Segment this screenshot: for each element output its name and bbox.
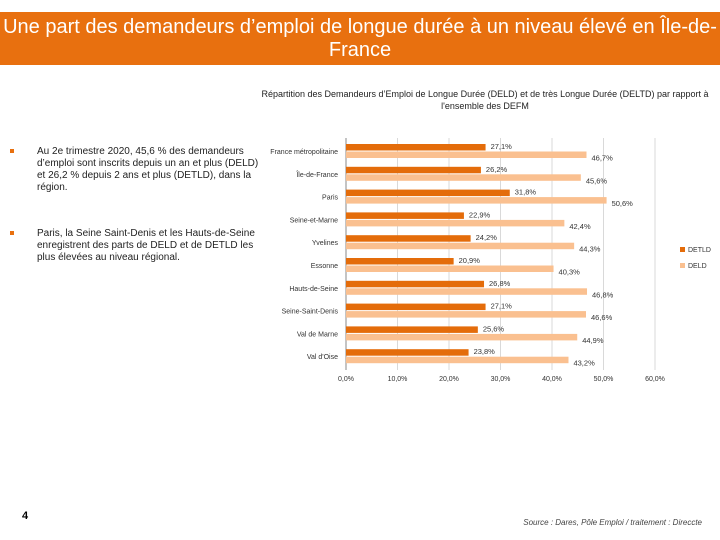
data-label: 46,8%	[592, 290, 614, 299]
bar-detld	[346, 258, 454, 265]
x-tick-label: 20,0%	[439, 376, 459, 383]
slide-title: Une part des demandeurs d’emploi de long…	[0, 12, 720, 65]
category-label: Île-de-France	[295, 170, 338, 179]
bar-detld	[346, 212, 464, 219]
x-tick-label: 30,0%	[491, 376, 511, 383]
data-label: 46,7%	[592, 154, 614, 163]
bar-deld	[346, 242, 575, 250]
source-note: Source : Dares, Pôle Emploi / traitement…	[523, 518, 702, 527]
bar-detld	[346, 280, 485, 288]
bar-deld	[346, 311, 586, 318]
data-label: 25,6%	[483, 324, 505, 333]
data-label: 26,8%	[489, 279, 511, 288]
data-label: 31,8%	[515, 188, 537, 197]
data-label: 20,9%	[459, 256, 481, 265]
bar-deld	[346, 333, 578, 341]
bar-deld	[346, 288, 588, 295]
data-label: 44,3%	[579, 245, 601, 254]
category-label: Hauts-de-Seine	[289, 286, 338, 293]
x-tick-label: 10,0%	[388, 376, 408, 383]
data-label: 40,3%	[559, 268, 581, 277]
bar-detld	[346, 349, 469, 356]
legend-label: DELD	[688, 263, 707, 270]
bar-deld	[346, 174, 581, 181]
bar-detld	[346, 303, 486, 311]
bar-detld	[346, 189, 510, 197]
bar-detld	[346, 144, 486, 151]
data-label: 46,6%	[591, 313, 613, 322]
chart-title: Répartition des Demandeurs d’Emploi de L…	[261, 89, 709, 111]
bar-deld	[346, 356, 569, 364]
x-tick-label: 40,0%	[542, 376, 562, 383]
category-label: Essonne	[311, 263, 338, 270]
data-label: 23,8%	[474, 347, 496, 356]
x-tick-label: 50,0%	[594, 376, 614, 383]
data-label: 27,1%	[491, 142, 513, 151]
category-label: Val d'Oise	[307, 354, 338, 361]
legend-swatch	[680, 247, 685, 252]
bullet-icon	[10, 149, 14, 153]
bar-detld	[346, 166, 481, 174]
category-label: Yvelines	[312, 240, 339, 247]
data-label: 50,6%	[612, 199, 634, 208]
data-label: 22,9%	[469, 210, 491, 219]
bar-deld	[346, 197, 607, 204]
category-label: France métropolitaine	[270, 149, 338, 156]
page-number: 4	[22, 510, 29, 522]
bar-detld	[346, 326, 478, 333]
category-label: Seine-Saint-Denis	[282, 309, 339, 316]
category-label: Val de Marne	[297, 331, 338, 338]
x-tick-label: 0,0%	[338, 376, 354, 383]
category-label: Seine-et-Marne	[290, 217, 338, 224]
bar-deld	[346, 265, 554, 272]
data-label: 43,2%	[573, 359, 595, 368]
data-label: 44,9%	[582, 336, 604, 345]
data-label: 26,2%	[486, 165, 508, 174]
data-label: 24,2%	[476, 233, 498, 242]
data-label: 27,1%	[491, 302, 513, 311]
bullet-icon	[10, 231, 14, 235]
legend-swatch	[680, 263, 685, 268]
bar-detld	[346, 235, 471, 242]
data-label: 45,6%	[586, 176, 608, 185]
data-label: 42,4%	[569, 222, 591, 231]
x-tick-label: 60,0%	[645, 376, 665, 383]
bar-deld	[346, 151, 587, 158]
category-label: Paris	[322, 195, 338, 202]
legend-label: DETLD	[688, 247, 711, 254]
bar-deld	[346, 219, 565, 227]
